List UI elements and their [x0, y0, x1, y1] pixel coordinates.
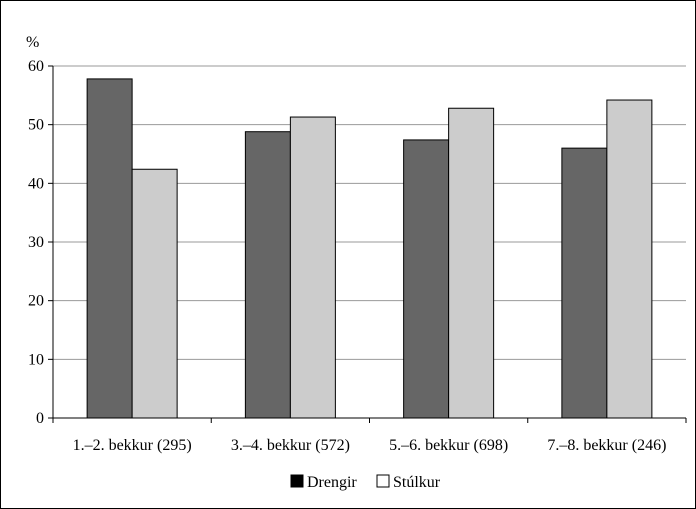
x-tick-label: 1.–2. bekkur (295) [73, 437, 192, 454]
bar-stúlkur-4 [607, 100, 652, 418]
bars [87, 79, 652, 418]
legend-swatch-drengir [291, 475, 303, 487]
bar-stúlkur-1 [132, 169, 177, 418]
bar-drengir-3 [404, 140, 449, 418]
bar-stúlkur-3 [449, 108, 494, 418]
y-tick-label: 0 [36, 410, 44, 427]
x-tick-label: 3.–4. bekkur (572) [231, 437, 350, 454]
y-tick-label: 50 [28, 117, 44, 134]
legend-swatch-stúlkur [377, 475, 389, 487]
bar-drengir-1 [87, 79, 132, 418]
legend: Drengir Stúlkur [291, 474, 441, 491]
y-axis-label: % [26, 34, 39, 51]
y-tick-label: 60 [28, 58, 44, 75]
x-tick-label: 7.–8. bekkur (246) [547, 437, 666, 454]
y-axis-ticks: 0 10 20 30 40 50 60 [28, 58, 53, 427]
y-tick-label: 20 [28, 293, 44, 310]
x-tick-label: 5.–6. bekkur (698) [389, 437, 508, 454]
legend-label-drengir: Drengir [307, 474, 357, 491]
x-axis-tick-labels: 1.–2. bekkur (295) 3.–4. bekkur (572) 5.–6… [73, 437, 667, 454]
bar-drengir-2 [245, 132, 290, 418]
bar-drengir-4 [562, 148, 607, 418]
bar-stúlkur-2 [290, 117, 335, 418]
y-tick-label: 30 [28, 234, 44, 251]
legend-label-stúlkur: Stúlkur [393, 474, 441, 491]
y-tick-label: 40 [28, 175, 44, 192]
y-tick-label: 10 [28, 351, 44, 368]
